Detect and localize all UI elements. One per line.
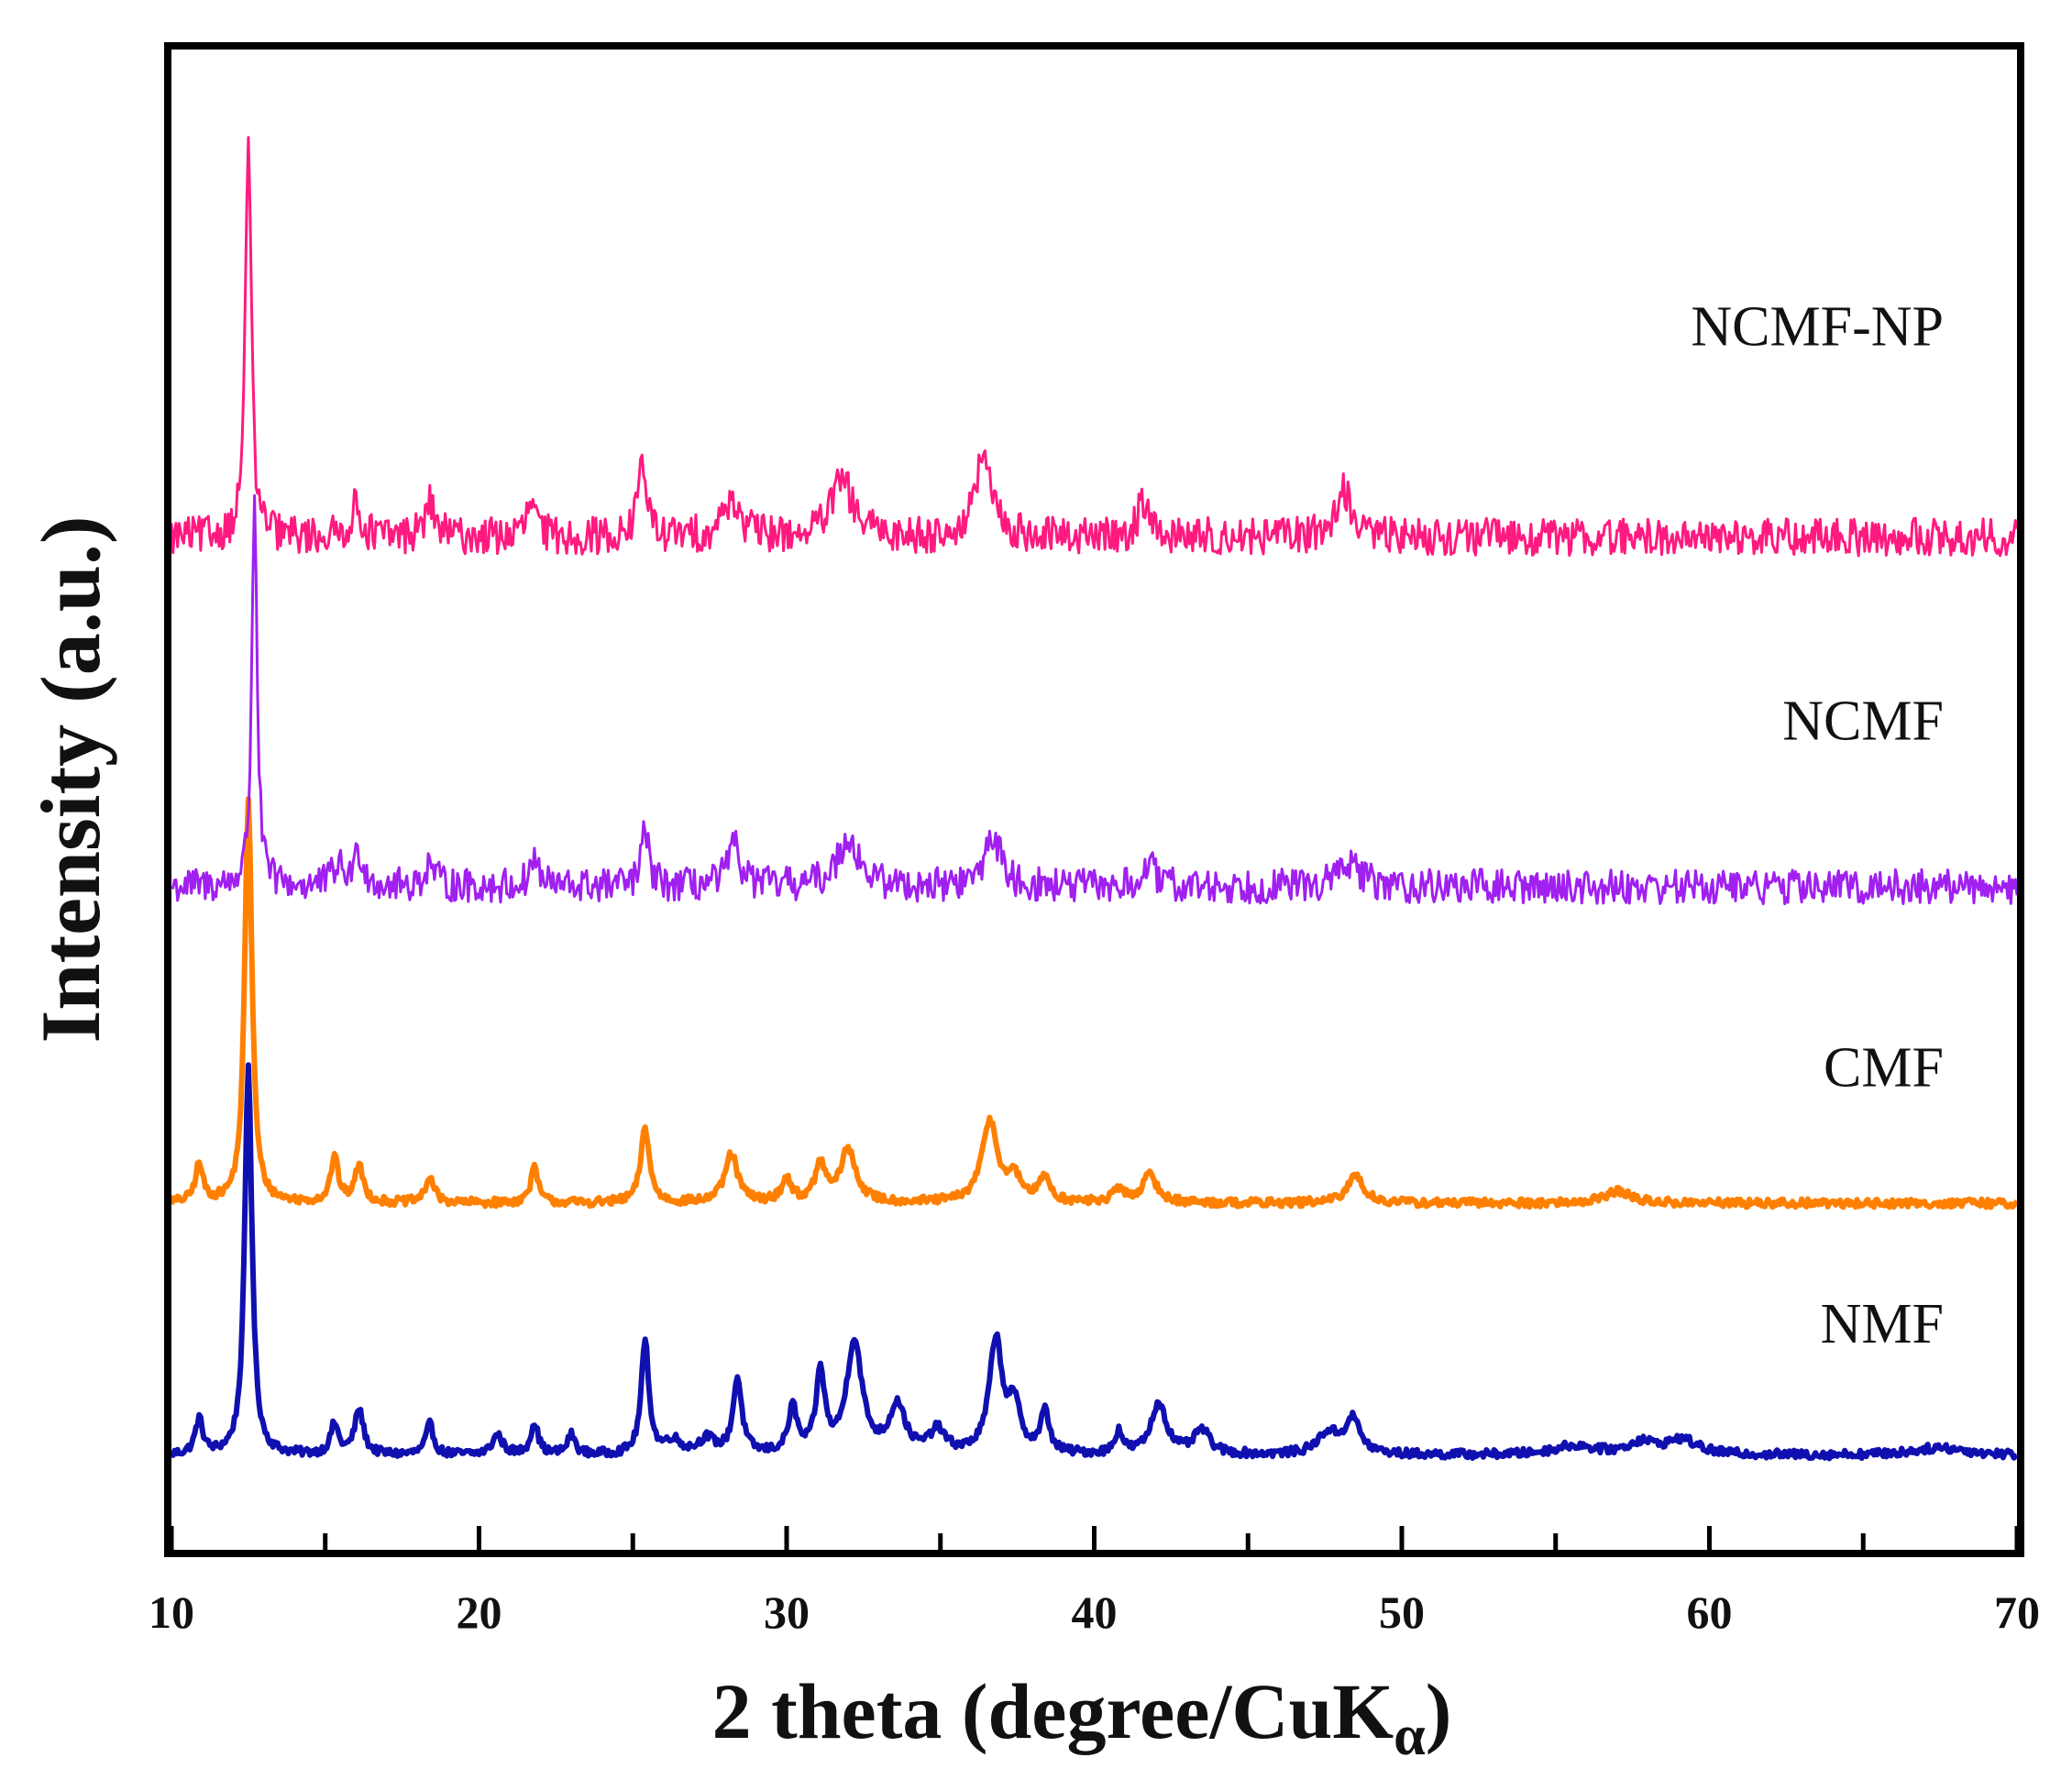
x-tick-label: 20 xyxy=(457,1587,502,1638)
series-labels: NMF CMF NCMF NCMF-NP xyxy=(1691,295,1944,1355)
x-axis-title: 2 theta (degree/CuKα) xyxy=(712,1667,1452,1767)
series-line-ncmf-np xyxy=(170,136,2019,558)
series-label-ncmf-np: NCMF-NP xyxy=(1691,295,1944,358)
series-layer xyxy=(169,136,2020,1462)
x-tick-label: 30 xyxy=(764,1587,810,1638)
x-tick-label: 60 xyxy=(1687,1587,1733,1638)
x-tick-label: 50 xyxy=(1379,1587,1425,1638)
series-label-cmf: CMF xyxy=(1824,1036,1944,1099)
series-line-cmf xyxy=(169,796,2020,1211)
y-axis-title: Intensity (a.u.) xyxy=(24,515,117,1043)
plot-frame xyxy=(164,42,2024,1557)
x-axis-ticks: 10 20 30 40 50 60 70 xyxy=(149,1526,2040,1638)
x-tick-label: 70 xyxy=(1994,1587,2040,1638)
x-tick-label: 40 xyxy=(1072,1587,1118,1638)
series-line-nmf xyxy=(169,1062,2019,1462)
x-tick-label: 10 xyxy=(149,1587,194,1638)
series-label-ncmf: NCMF xyxy=(1782,691,1944,753)
series-label-nmf: NMF xyxy=(1821,1293,1944,1355)
series-line-ncmf xyxy=(171,494,2019,906)
